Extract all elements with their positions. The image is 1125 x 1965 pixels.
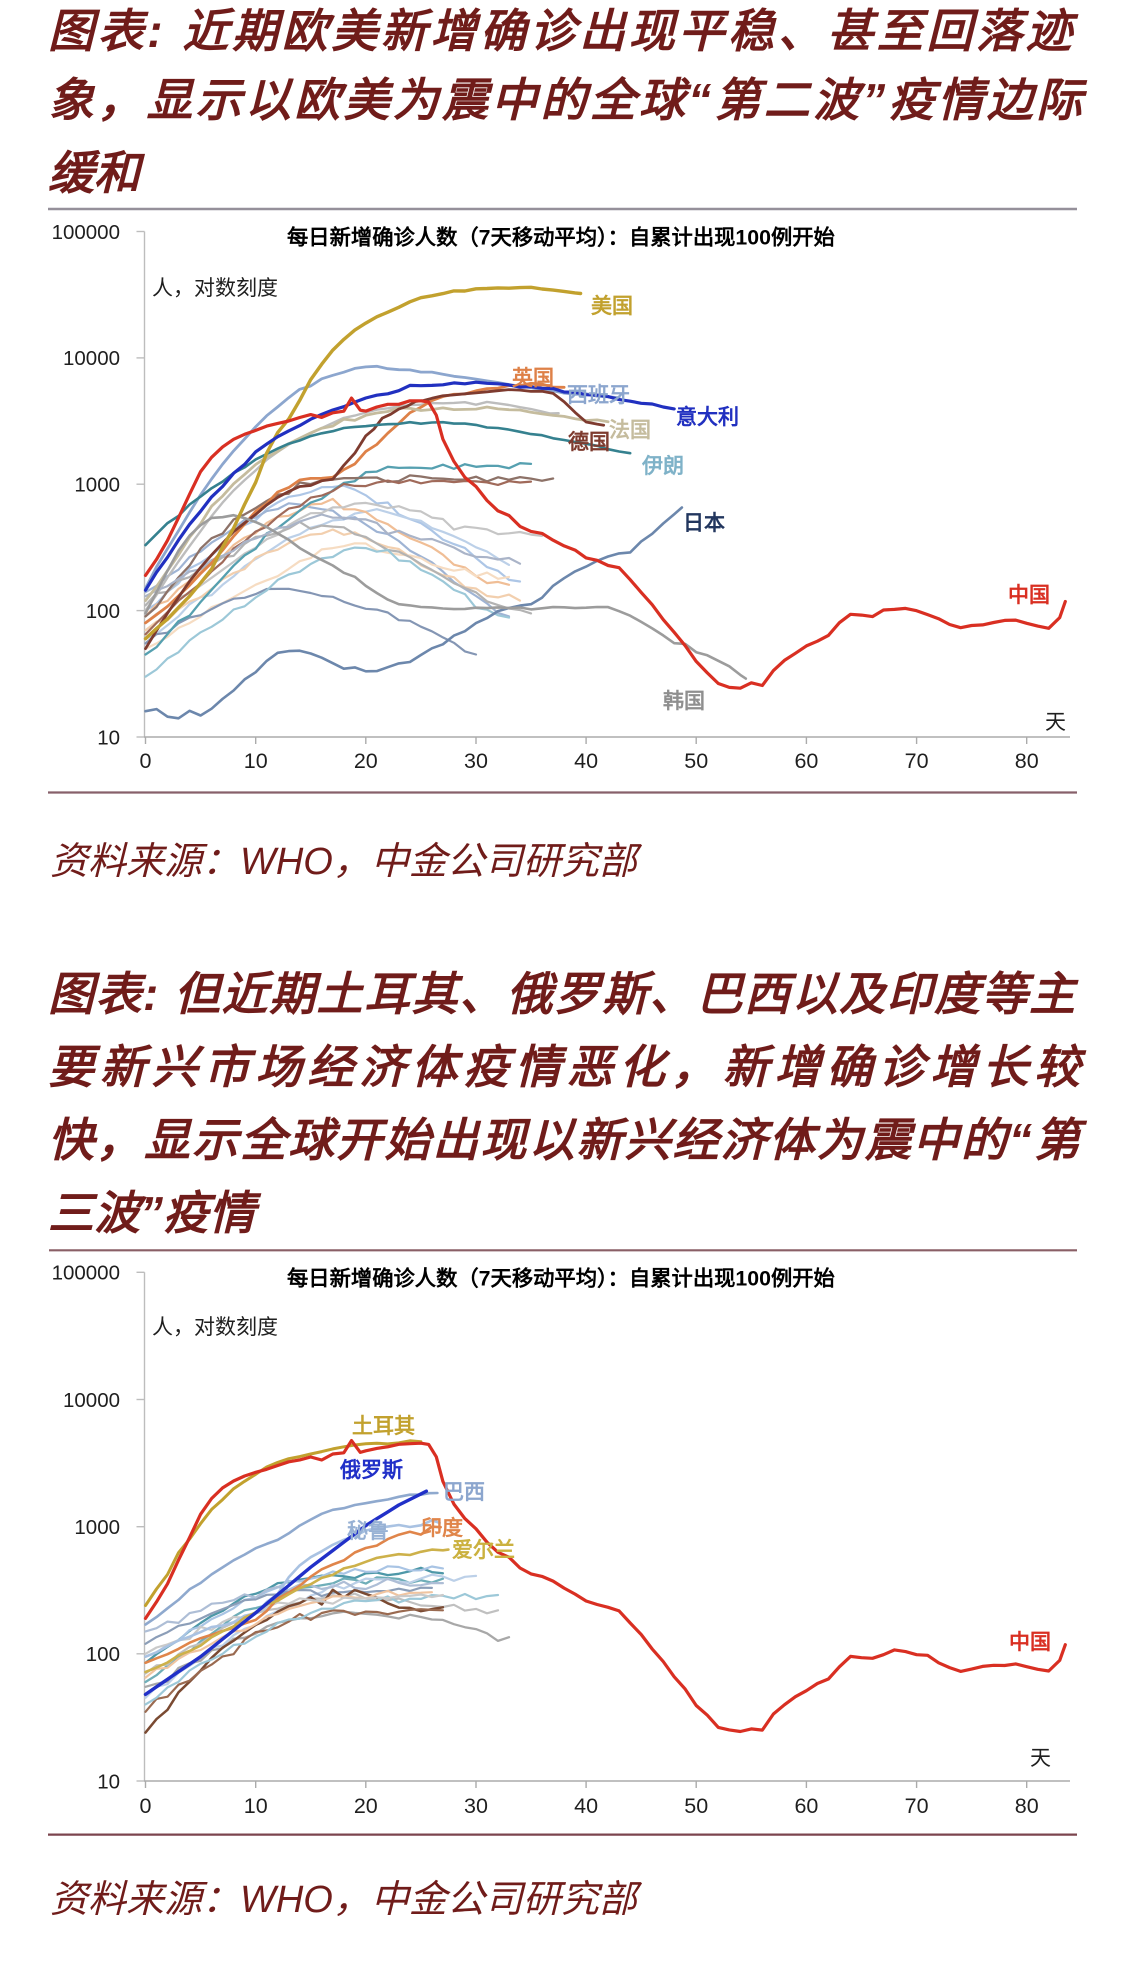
svg-text:100: 100 — [86, 600, 120, 623]
svg-text:俄罗斯: 俄罗斯 — [339, 1458, 403, 1482]
svg-text:美国: 美国 — [591, 294, 633, 318]
svg-text:人，对数刻度: 人，对数刻度 — [152, 277, 278, 300]
svg-text:60: 60 — [794, 1794, 818, 1818]
svg-text:印度: 印度 — [421, 1516, 463, 1540]
svg-text:100000: 100000 — [52, 1262, 120, 1285]
svg-text:50: 50 — [684, 749, 708, 773]
svg-text:土耳其: 土耳其 — [352, 1414, 415, 1438]
svg-text:法国: 法国 — [609, 418, 651, 442]
svg-text:10000: 10000 — [63, 1389, 120, 1412]
svg-text:100000: 100000 — [52, 221, 120, 244]
svg-text:韩国: 韩国 — [663, 689, 705, 713]
svg-text:60: 60 — [794, 749, 818, 773]
svg-text:10: 10 — [97, 726, 120, 749]
svg-text:伊朗: 伊朗 — [641, 455, 684, 478]
svg-text:40: 40 — [574, 1794, 598, 1818]
svg-text:20: 20 — [354, 1794, 378, 1818]
svg-text:10: 10 — [244, 1794, 268, 1818]
svg-text:巴西: 巴西 — [443, 1481, 485, 1504]
svg-text:70: 70 — [905, 749, 929, 773]
svg-text:80: 80 — [1015, 749, 1039, 773]
svg-text:50: 50 — [684, 1794, 708, 1818]
svg-text:70: 70 — [905, 1794, 929, 1818]
svg-text:西班牙: 西班牙 — [567, 384, 630, 407]
svg-text:10: 10 — [97, 1770, 120, 1793]
svg-text:100: 100 — [86, 1643, 120, 1666]
svg-text:20: 20 — [354, 749, 378, 773]
svg-text:30: 30 — [464, 749, 488, 773]
svg-text:每日新增确诊人数（7天移动平均）：自累计出现100例开始: 每日新增确诊人数（7天移动平均）：自累计出现100例开始 — [287, 1266, 836, 1291]
svg-text:0: 0 — [140, 749, 152, 773]
svg-text:10: 10 — [244, 749, 268, 773]
svg-text:10000: 10000 — [63, 347, 120, 370]
svg-text:40: 40 — [574, 749, 598, 773]
svg-text:30: 30 — [464, 1794, 488, 1818]
svg-text:0: 0 — [140, 1794, 152, 1818]
svg-text:中国: 中国 — [1009, 1631, 1051, 1654]
svg-text:每日新增确诊人数（7天移动平均）：自累计出现100例开始: 每日新增确诊人数（7天移动平均）：自累计出现100例开始 — [287, 225, 836, 250]
svg-text:爱尔兰: 爱尔兰 — [452, 1538, 515, 1562]
svg-text:意大利: 意大利 — [676, 405, 739, 429]
svg-text:天: 天 — [1045, 711, 1066, 734]
svg-text:英国: 英国 — [512, 367, 554, 390]
svg-text:德国: 德国 — [568, 430, 610, 454]
svg-text:日本: 日本 — [683, 512, 725, 535]
svg-text:80: 80 — [1015, 1794, 1039, 1818]
svg-text:1000: 1000 — [74, 1516, 120, 1539]
svg-text:1000: 1000 — [74, 474, 120, 497]
svg-text:中国: 中国 — [1008, 584, 1050, 607]
svg-text:人，对数刻度: 人，对数刻度 — [152, 1316, 278, 1339]
svg-text:天: 天 — [1030, 1747, 1051, 1770]
svg-text:秘鲁: 秘鲁 — [347, 1519, 389, 1543]
